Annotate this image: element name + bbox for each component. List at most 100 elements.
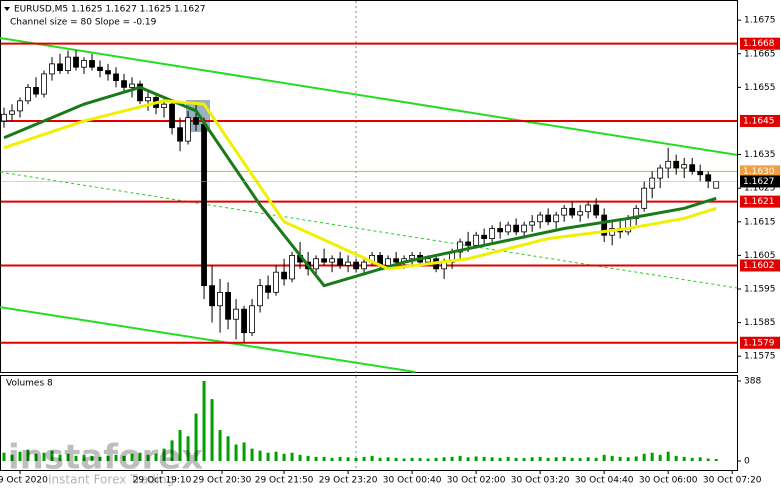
candle-body [97,66,103,71]
candle-body [217,291,223,307]
candle-body [225,291,231,320]
y-tick-label: 1.1665 [744,49,776,59]
candle-body [313,258,319,270]
level-label-box [740,195,780,208]
volume-bar [594,457,598,461]
volume-bar [114,454,118,461]
volume-bar [386,457,390,461]
volume-bar [378,457,382,461]
volume-bar [210,399,214,461]
volume-bar [602,454,606,461]
volume-bar [442,457,446,461]
candle-body [105,70,111,75]
volume-bar [554,457,558,461]
indicator-line: Channel size = 80 Slope = -0.19 [10,18,157,28]
candle-body [25,86,31,102]
volume-bar [34,453,38,461]
main-frame [0,0,738,373]
x-tick-label: 30 Oct 06:00 [639,476,698,486]
volume-bar [58,454,62,461]
level-label-box [740,37,780,50]
candle-body [337,258,343,266]
volume-bar [642,453,646,461]
candle-body [513,224,520,233]
watermark-tagline: Instant Forex Trading [48,473,174,487]
x-tick-label: 30 Oct 03:20 [511,476,570,486]
y-tick-label: 1.1605 [744,251,776,261]
level-label: 1.1579 [743,338,775,348]
candle-body [9,110,15,115]
volume-bar [714,458,718,461]
volume-bar [434,457,438,461]
level-label: 1.1668 [743,39,775,49]
volume-bar [354,457,358,461]
y-tick-label: 388 [744,376,761,386]
current-price-box [740,175,780,188]
volume-bar [282,453,286,461]
x-tick-label: 30 Oct 07:20 [703,476,762,486]
x-tick-label: 29 Oct 21:50 [255,476,314,486]
candle-body [345,261,351,266]
candle-body [49,63,55,75]
candle-body [257,285,263,307]
x-tick-label: 30 Oct 02:00 [447,476,506,486]
volume-bar [474,456,478,461]
volume-bar [626,457,630,461]
candle-body [41,73,47,95]
volume-bar [90,455,94,461]
volume-bar [522,458,526,461]
volume-bar [490,457,494,461]
volume-bar [578,458,582,461]
x-tick-label: 30 Oct 04:40 [575,476,634,486]
volume-bar [682,456,686,461]
volume-bar [322,456,326,461]
candle-body [521,224,528,233]
candle-body [705,174,712,182]
candle-body [161,103,167,108]
candle-body [113,73,119,82]
volume-bar [410,457,414,461]
volume-bar [370,455,374,461]
candle-body [537,214,544,223]
x-tick-label: 30 Oct 00:40 [383,476,442,486]
volume-bar [18,451,22,461]
candle-body [409,254,416,260]
candle-body [169,103,175,129]
candle-body [577,211,584,216]
candle-body [81,60,87,68]
volume-bar [266,452,270,461]
candle-body [681,164,688,169]
volume-bar [498,457,502,461]
volume-bar [514,457,518,461]
x-tick-label: 29 Oct 23:20 [319,476,378,486]
candle-body [393,258,400,263]
candle-body [641,187,648,209]
volume-bar [674,455,678,461]
candle-body [665,160,672,169]
candle-body [177,127,183,142]
candle-body [201,123,207,287]
trendline [0,306,416,373]
volume-bar [402,458,406,461]
volume-bar [706,458,710,461]
candle-body [553,214,560,223]
volume-bar [178,430,182,461]
candle-body [129,83,135,88]
volume-bar [218,430,222,461]
candle-body [33,86,39,95]
collapse-icon [4,7,10,11]
volume-bar [362,456,366,461]
volume-bar [258,450,262,461]
candle-body [273,271,279,293]
level-label-box [740,114,780,127]
volume-bar [26,449,30,461]
volume-bar [394,457,398,461]
volume-bar [290,452,294,461]
y-tick-label: 0 [744,457,750,467]
volume-bar [106,455,110,461]
volume-bar [570,457,574,461]
volume-bar [274,451,278,461]
x-tick-label: 29 Oct 2020 [0,476,48,486]
volume-bar [74,455,78,461]
watermark-brand: instaforex [8,438,203,478]
